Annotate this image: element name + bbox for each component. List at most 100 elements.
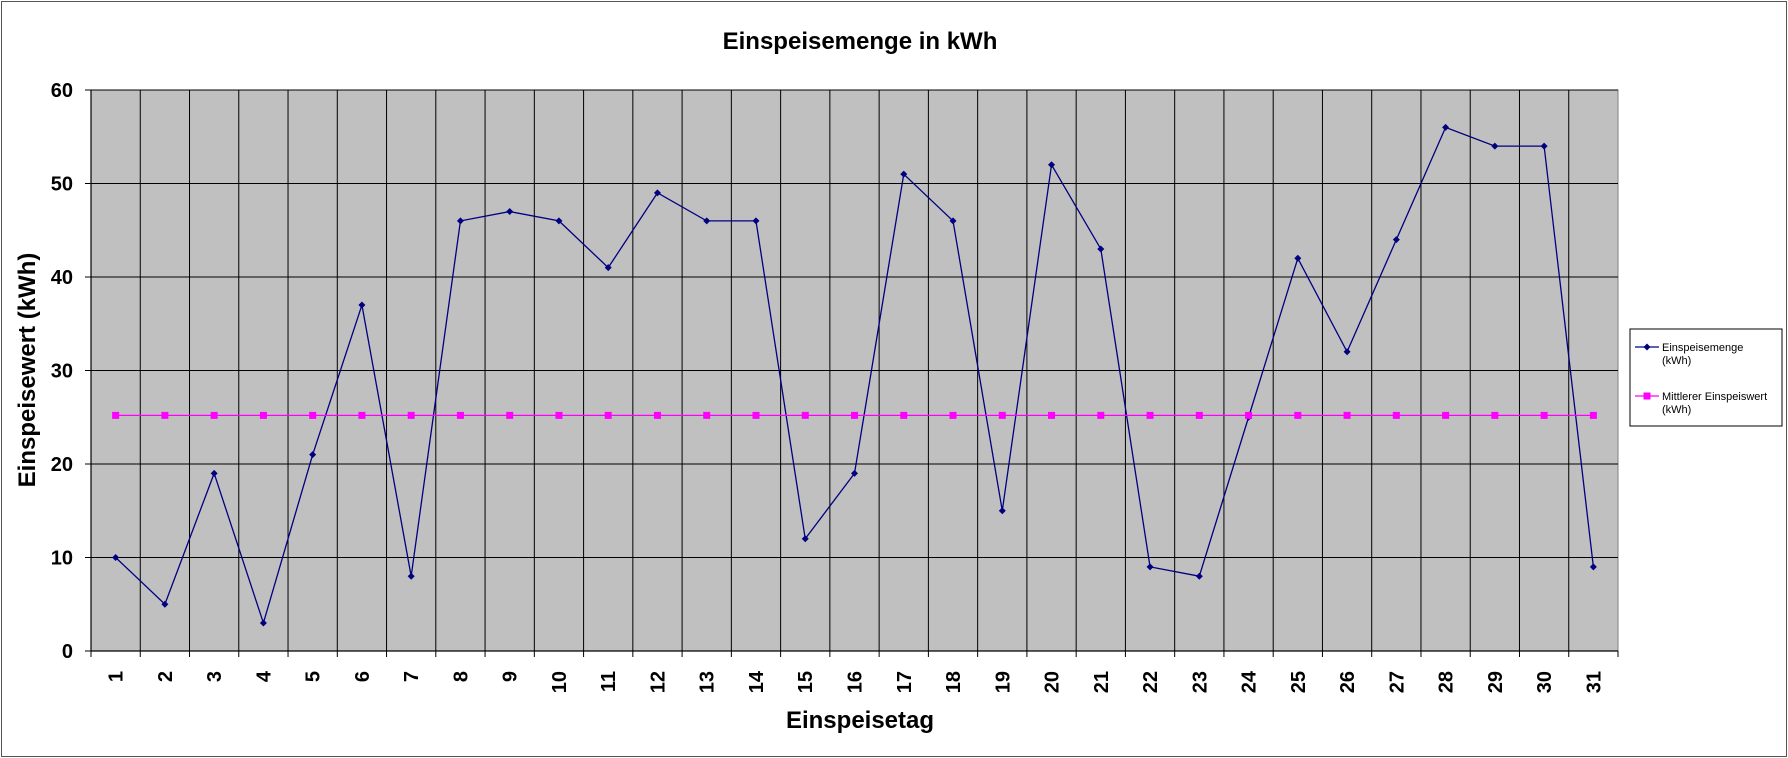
- data-point-0-2: [210, 469, 218, 477]
- data-point-1-13: [752, 411, 760, 419]
- x-tick-label: 2: [155, 671, 177, 682]
- data-point-0-25: [1343, 348, 1351, 356]
- data-point-1-19: [1048, 411, 1056, 419]
- data-point-0-5: [358, 301, 366, 309]
- data-point-0-15: [851, 469, 858, 477]
- x-tick-label: 5: [303, 671, 325, 682]
- x-tick-label: 13: [697, 671, 719, 693]
- x-tick-label: 28: [1436, 671, 1458, 693]
- legend-label: Einspeisemenge: [1662, 342, 1743, 354]
- x-tick-label: 30: [1534, 671, 1556, 693]
- data-point-1-3: [259, 411, 267, 419]
- data-point-1-5: [358, 411, 366, 419]
- x-tick-label: 23: [1189, 671, 1211, 693]
- x-tick-label: 15: [795, 671, 817, 693]
- data-point-0-17: [949, 217, 957, 225]
- y-tick-label: 30: [51, 361, 73, 383]
- x-tick-label: 22: [1140, 671, 1162, 693]
- data-point-1-8: [506, 411, 514, 419]
- data-point-1-1: [161, 411, 169, 419]
- data-point-1-10: [604, 411, 612, 419]
- x-tick-label: 24: [1239, 670, 1261, 693]
- y-tick-label: 20: [51, 454, 73, 476]
- legend-label: (kWh): [1662, 355, 1691, 367]
- data-point-0-29: [1540, 142, 1548, 150]
- data-point-0-21: [1146, 563, 1154, 571]
- data-point-1-29: [1540, 411, 1548, 419]
- data-point-0-8: [506, 208, 514, 216]
- legend-label: Mittlerer Einspeiswert: [1662, 391, 1767, 403]
- data-point-1-20: [1097, 411, 1105, 419]
- data-point-0-22: [1195, 572, 1203, 580]
- data-point-0-26: [1392, 236, 1400, 244]
- data-point-1-16: [900, 411, 908, 419]
- x-tick-label: 26: [1337, 671, 1359, 693]
- data-point-0-20: [1097, 245, 1105, 253]
- x-tick-label: 12: [647, 671, 669, 693]
- data-point-1-14: [801, 411, 809, 419]
- x-tick-label: 4: [253, 670, 275, 682]
- data-point-1-28: [1491, 411, 1499, 419]
- data-point-1-15: [851, 411, 858, 419]
- x-tick-label: 16: [845, 671, 867, 693]
- data-point-1-4: [309, 411, 317, 419]
- y-tick-label: 40: [51, 267, 73, 289]
- data-point-0-6: [407, 572, 415, 580]
- data-point-1-21: [1146, 411, 1154, 419]
- x-tick-label: 31: [1583, 671, 1605, 693]
- data-point-0-0: [112, 554, 120, 561]
- data-point-0-9: [555, 217, 563, 225]
- data-point-0-10: [604, 264, 612, 272]
- y-tick-label: 50: [51, 174, 73, 196]
- x-tick-label: 14: [746, 670, 768, 693]
- data-point-0-28: [1491, 142, 1499, 150]
- x-tick-label: 8: [450, 671, 472, 682]
- data-point-0-30: [1589, 563, 1597, 571]
- data-point-0-18: [998, 507, 1006, 515]
- legend: Einspeisemenge(kWh) Mittlerer Einspeiswer…: [1629, 328, 1783, 427]
- x-tick-label: 17: [894, 671, 916, 693]
- legend-box: [1629, 328, 1783, 427]
- x-tick-label: 19: [992, 671, 1014, 693]
- data-point-0-14: [801, 535, 809, 543]
- data-point-0-7: [456, 217, 464, 225]
- x-tick-label: 11: [598, 671, 620, 692]
- data-point-0-12: [703, 217, 711, 225]
- x-tick-label: 18: [943, 671, 965, 693]
- data-point-1-12: [703, 411, 711, 419]
- data-point-1-23: [1245, 411, 1253, 419]
- x-tick-label: 21: [1091, 671, 1113, 693]
- x-tick-label: 29: [1485, 671, 1507, 693]
- data-point-1-27: [1442, 411, 1450, 419]
- data-point-1-17: [949, 411, 957, 419]
- data-point-1-9: [555, 411, 563, 419]
- data-point-0-4: [309, 451, 317, 459]
- chart-title: Einspeisemenge in kWh: [723, 28, 998, 55]
- data-point-1-2: [210, 411, 218, 419]
- x-tick-label: 27: [1386, 671, 1408, 693]
- data-point-0-19: [1048, 161, 1056, 169]
- x-tick-label: 3: [204, 671, 226, 682]
- data-point-0-11: [653, 189, 661, 197]
- x-tick-label: 9: [500, 671, 522, 682]
- x-tick-label: 10: [549, 671, 571, 693]
- data-point-1-18: [998, 411, 1006, 419]
- data-point-1-7: [456, 411, 464, 419]
- y-axis-title: Einspeisewert (kWh): [14, 253, 41, 488]
- y-tick-label: 10: [51, 548, 73, 570]
- data-point-1-24: [1294, 411, 1302, 419]
- x-tick-label: 7: [401, 671, 423, 682]
- data-point-0-13: [752, 217, 760, 225]
- y-tick-label: 0: [62, 641, 73, 663]
- data-point-1-30: [1589, 411, 1597, 419]
- data-point-0-27: [1442, 123, 1450, 131]
- legend-swatch-marker-1: [1643, 392, 1651, 400]
- data-point-1-26: [1392, 411, 1400, 419]
- data-point-1-25: [1343, 411, 1351, 419]
- data-point-1-6: [407, 411, 415, 419]
- data-point-1-22: [1195, 411, 1203, 419]
- data-point-1-0: [112, 411, 120, 419]
